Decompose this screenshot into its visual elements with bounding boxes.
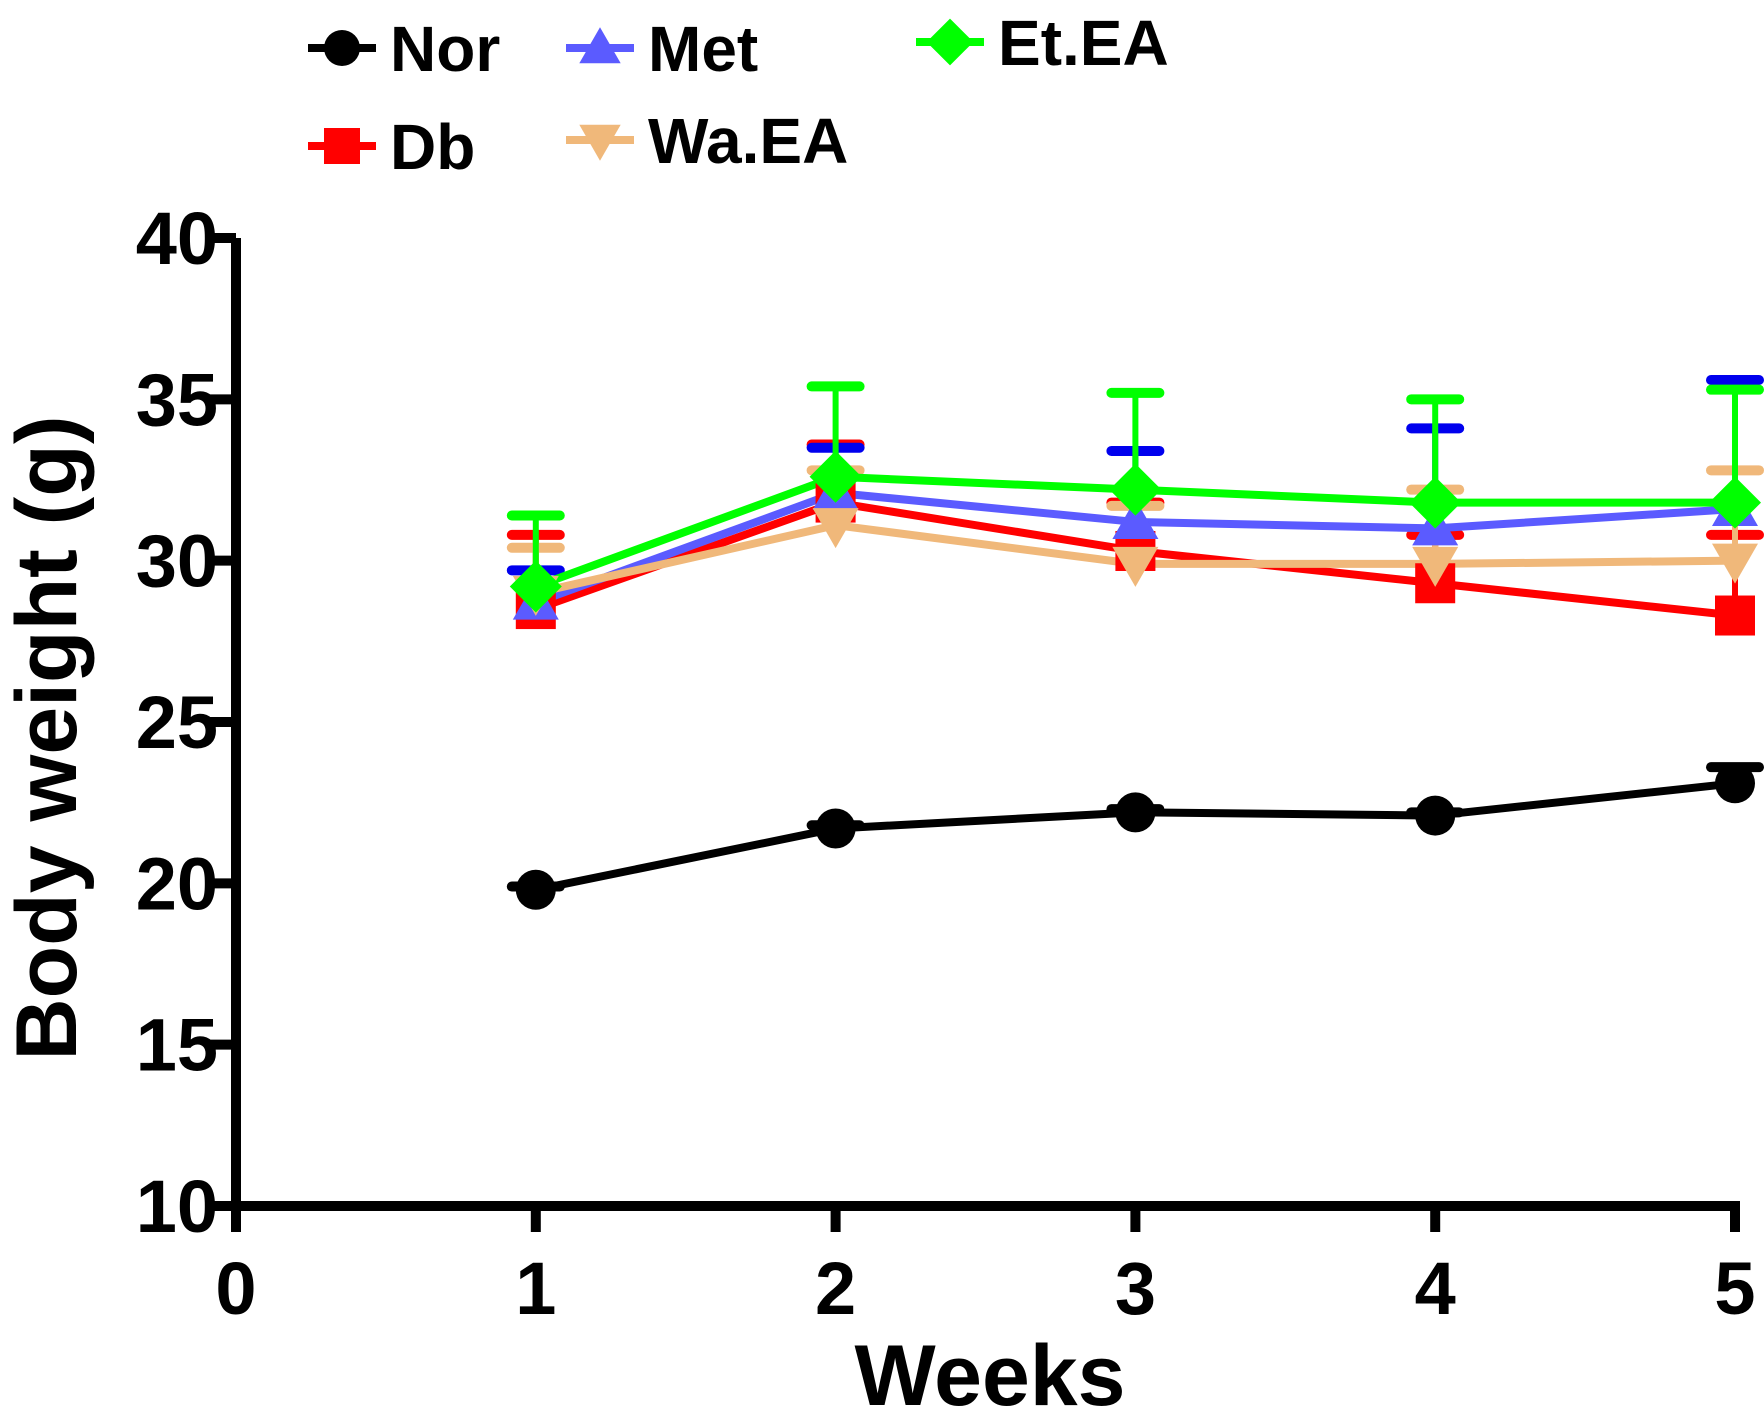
y-tick-label: 10	[136, 1165, 218, 1248]
et-ea-data-point	[1409, 476, 1462, 529]
et-ea-data-point	[1709, 476, 1761, 529]
y-tick-label: 20	[136, 842, 218, 925]
x-axis-title: Weeks	[855, 1328, 1126, 1417]
nor-data-point	[1115, 792, 1156, 833]
nor-data-point	[1715, 763, 1755, 804]
et-ea-data-point	[1109, 463, 1162, 516]
legend-marker	[579, 124, 621, 161]
y-axis-title: Body weight (g)	[0, 416, 95, 1061]
legend-marker	[324, 30, 360, 66]
legend: Nor Db Met Wa.EA Et.EA	[308, 7, 1169, 183]
legend-marker	[324, 128, 360, 164]
wa-ea-data-point	[812, 508, 859, 549]
legend-item-nor: Nor	[308, 13, 500, 85]
nor-data-point	[515, 869, 556, 910]
legend-item-db: Db	[308, 111, 475, 183]
legend-item-met: Met	[566, 13, 758, 85]
legend-label: Db	[390, 111, 475, 183]
legend-marker	[579, 27, 621, 64]
et-ea-data-point	[509, 560, 562, 613]
x-tick-label: 4	[1415, 1247, 1456, 1330]
axes: 10 15 20 25 30 35 40 0 1 2 3 4 5	[136, 197, 1756, 1330]
y-tick-label: 35	[136, 358, 218, 441]
legend-label: Met	[648, 13, 758, 85]
legend-item-et-ea: Et.EA	[916, 7, 1169, 79]
et-ea-data-point	[809, 450, 862, 503]
legend-label: Et.EA	[998, 7, 1169, 79]
nor-data-point	[815, 808, 856, 849]
wa-ea-data-point	[1112, 546, 1159, 587]
legend-label: Nor	[390, 13, 500, 85]
y-tick-label: 40	[136, 197, 218, 280]
x-tick-label: 0	[215, 1247, 256, 1330]
legend-label: Wa.EA	[648, 105, 848, 177]
wa-ea-data-point	[1412, 546, 1459, 587]
x-tick-label: 1	[515, 1247, 556, 1330]
db-data-point	[1715, 595, 1755, 636]
met-data-point	[1112, 498, 1159, 539]
y-tick-label: 25	[136, 681, 218, 764]
y-tick-label: 30	[136, 520, 218, 603]
nor-data-point	[1415, 795, 1456, 836]
x-tick-label: 2	[815, 1247, 856, 1330]
x-tick-label: 3	[1115, 1247, 1156, 1330]
legend-item-wa-ea: Wa.EA	[566, 105, 848, 177]
y-tick-label: 15	[136, 1004, 218, 1087]
data-markers	[509, 450, 1761, 910]
wa-ea-data-point	[1712, 543, 1758, 584]
legend-marker	[926, 18, 974, 66]
x-tick-label: 5	[1714, 1247, 1755, 1330]
